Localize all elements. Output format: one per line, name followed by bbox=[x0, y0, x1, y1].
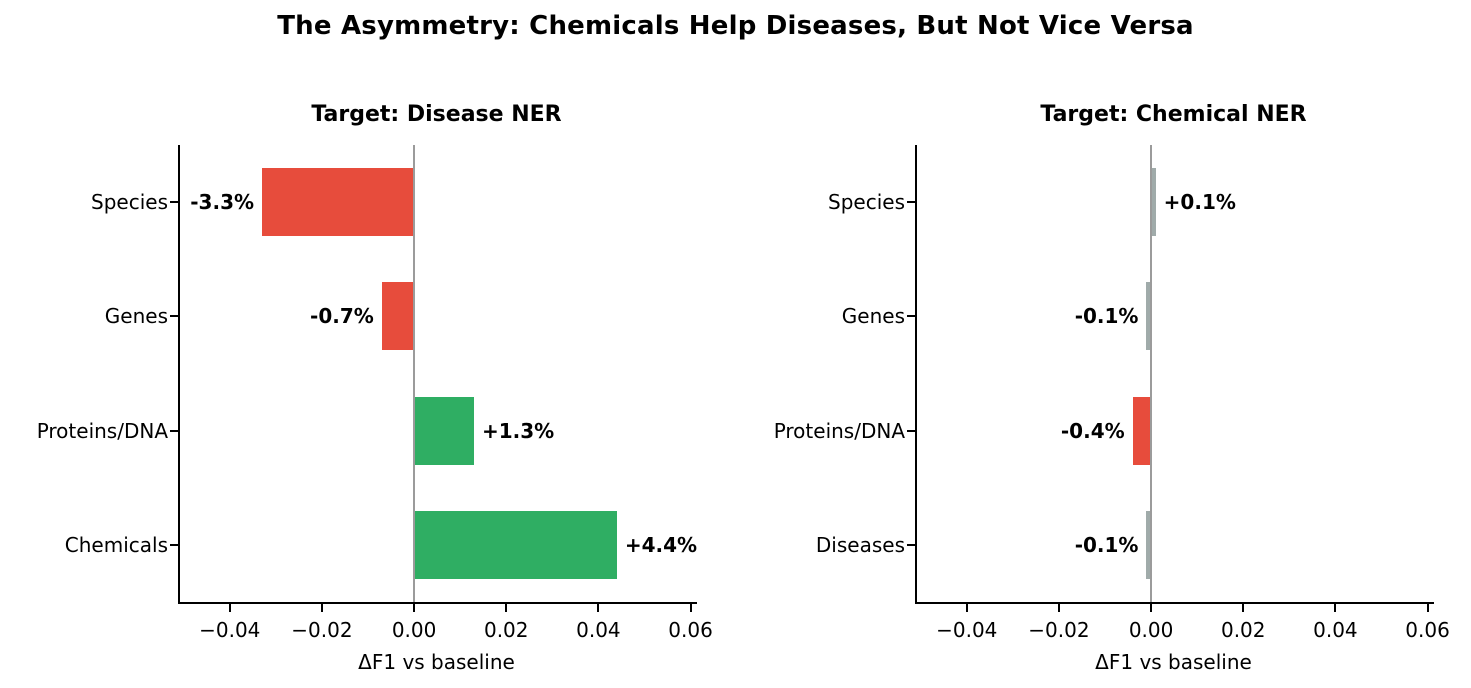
y-tick-label-species: Species bbox=[828, 190, 905, 215]
x-tick-label: −0.04 bbox=[199, 618, 261, 642]
y-tick-mark bbox=[170, 543, 178, 546]
x-tick-mark bbox=[689, 604, 692, 612]
x-tick-label: 0.06 bbox=[1405, 618, 1450, 642]
bar-species bbox=[262, 168, 415, 237]
x-tick-mark bbox=[1242, 604, 1245, 612]
bar-proteins-dna bbox=[1132, 396, 1152, 465]
y-tick-mark bbox=[907, 543, 915, 546]
y-tick-mark bbox=[170, 429, 178, 432]
bar-value-label-diseases: -0.1% bbox=[1074, 532, 1139, 557]
x-tick-label: 0.00 bbox=[1128, 618, 1174, 642]
bar-diseases bbox=[1146, 510, 1152, 579]
bar-value-label-proteins-dna: +1.3% bbox=[481, 418, 555, 443]
x-axis-label: ΔF1 vs baseline bbox=[358, 650, 515, 674]
x-tick-mark bbox=[597, 604, 600, 612]
x-tick-mark bbox=[413, 604, 416, 612]
bar-genes bbox=[381, 282, 415, 351]
y-tick-mark bbox=[170, 201, 178, 204]
y-tick-mark bbox=[170, 315, 178, 318]
subplot-title-chemical-ner: Target: Chemical NER bbox=[1040, 102, 1307, 127]
x-tick-mark bbox=[1057, 604, 1060, 612]
bar-value-label-species: -3.3% bbox=[190, 190, 255, 215]
subplot-disease-ner: Target: Disease NER Species -3.3% Genes -0.… bbox=[37, 102, 713, 674]
bar-chemicals bbox=[414, 510, 617, 579]
bar-species bbox=[1151, 168, 1156, 237]
subplot-title-disease-ner: Target: Disease NER bbox=[311, 102, 562, 127]
y-tick-label-species: Species bbox=[91, 190, 168, 215]
x-tick-mark bbox=[1426, 604, 1429, 612]
subplot-chemical-ner: Target: Chemical NER Species +0.1% Genes -0… bbox=[774, 102, 1450, 674]
x-tick-label: 0.06 bbox=[668, 618, 713, 642]
plot-area-disease-ner: Species -3.3% Genes -0.7% Proteins/DNA +1.3% C… bbox=[37, 145, 713, 642]
zero-reference-line bbox=[1150, 145, 1153, 602]
x-tick-mark bbox=[505, 604, 508, 612]
x-axis-label: ΔF1 vs baseline bbox=[1095, 650, 1252, 674]
x-tick-label: −0.02 bbox=[291, 618, 353, 642]
x-tick-label: 0.02 bbox=[1220, 618, 1266, 642]
y-tick-label-diseases: Diseases bbox=[815, 532, 905, 557]
plot-area-chemical-ner: Species +0.1% Genes -0.1% Proteins/DNA -0.4% D… bbox=[774, 145, 1450, 642]
bar-genes bbox=[1146, 282, 1152, 351]
x-tick-label: 0.00 bbox=[391, 618, 437, 642]
y-tick-mark bbox=[907, 201, 915, 204]
bar-value-label-genes: -0.1% bbox=[1074, 304, 1139, 329]
y-tick-label-genes: Genes bbox=[841, 304, 905, 329]
bar-value-label-chemicals: +4.4% bbox=[624, 532, 698, 557]
x-tick-mark bbox=[320, 604, 323, 612]
x-tick-label: 0.04 bbox=[576, 618, 621, 642]
y-tick-mark bbox=[907, 429, 915, 432]
y-tick-label-genes: Genes bbox=[104, 304, 168, 329]
figure-title: The Asymmetry: Chemicals Help Diseases, … bbox=[277, 11, 1194, 41]
x-tick-label: −0.04 bbox=[936, 618, 998, 642]
x-tick-mark bbox=[1150, 604, 1153, 612]
x-tick-label: 0.04 bbox=[1313, 618, 1358, 642]
y-tick-label-proteins-dna: Proteins/DNA bbox=[36, 418, 168, 443]
bar-value-label-genes: -0.7% bbox=[310, 304, 374, 329]
y-tick-label-proteins-dna: Proteins/DNA bbox=[773, 418, 905, 443]
x-tick-mark bbox=[1334, 604, 1337, 612]
bar-proteins-dna bbox=[414, 396, 474, 465]
zero-reference-line bbox=[413, 145, 416, 602]
y-tick-mark bbox=[907, 315, 915, 318]
x-tick-mark bbox=[228, 604, 231, 612]
x-tick-mark bbox=[965, 604, 968, 612]
x-tick-label: −0.02 bbox=[1028, 618, 1090, 642]
y-tick-label-chemicals: Chemicals bbox=[64, 532, 168, 557]
x-tick-label: 0.02 bbox=[483, 618, 529, 642]
bar-value-label-proteins-dna: -0.4% bbox=[1060, 418, 1125, 443]
bar-value-label-species: +0.1% bbox=[1163, 190, 1236, 215]
